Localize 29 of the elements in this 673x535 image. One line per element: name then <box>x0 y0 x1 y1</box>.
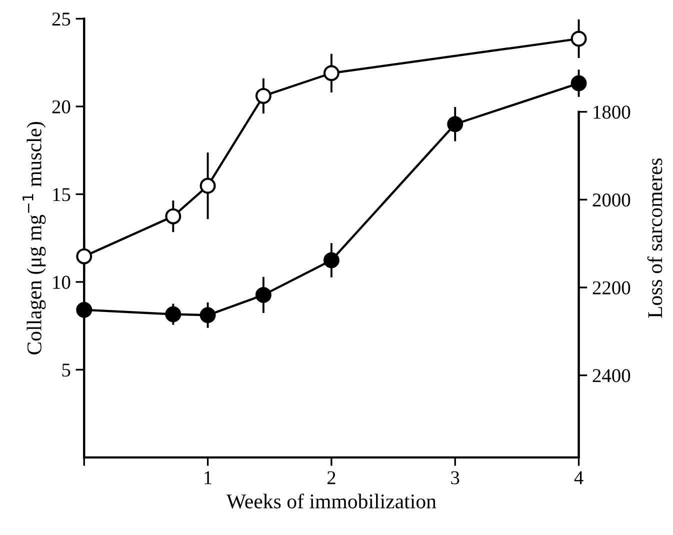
point <box>255 286 272 303</box>
point <box>255 88 272 104</box>
x-tick-label: 3 <box>451 471 460 484</box>
y2-axis-title: Loss of sarcomeres <box>647 158 662 318</box>
point <box>200 307 216 324</box>
y-tick-label: 20 <box>52 100 70 114</box>
y-tick-label: 25 <box>52 12 70 26</box>
x-tick-label: 4 <box>574 471 584 484</box>
y-tick-label: 10 <box>53 276 70 289</box>
y2-tick-label: 2000 <box>592 193 630 207</box>
point <box>165 208 182 224</box>
point <box>76 302 92 318</box>
point <box>323 65 340 82</box>
point <box>323 252 340 268</box>
point <box>76 248 92 264</box>
point <box>570 75 587 92</box>
point <box>200 178 216 194</box>
y2-tick-label: 1800 <box>594 106 630 119</box>
point <box>447 116 464 132</box>
y2-tick-label: 2200 <box>592 281 630 294</box>
x-tick-label: 2 <box>327 471 336 484</box>
x-axis-title: Weeks of immobilization <box>226 494 436 509</box>
point <box>570 30 587 47</box>
y-tick-label: 5 <box>62 364 70 377</box>
y2-tick-label: 2400 <box>592 369 630 382</box>
point <box>165 306 182 322</box>
y-axis-title: Collagen (μg mg$^{−1}$ muscle) <box>22 122 46 354</box>
y-tick-label: 15 <box>53 188 70 202</box>
x-tick-label: 1 <box>204 471 212 484</box>
